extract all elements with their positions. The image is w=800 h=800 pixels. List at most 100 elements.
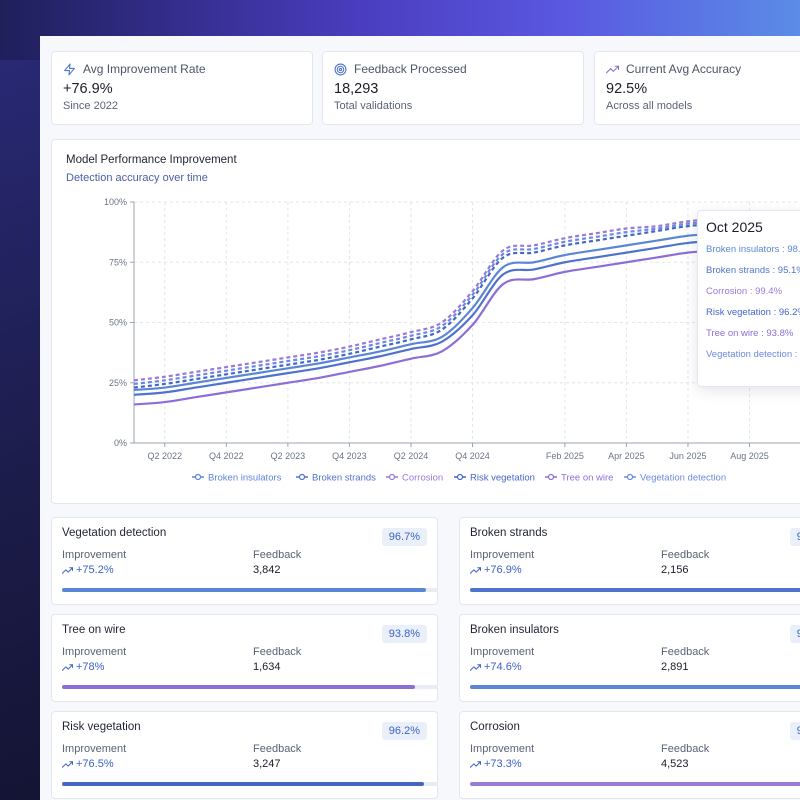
y-tick-label: 25%: [109, 378, 127, 388]
series-line: [133, 211, 800, 382]
accuracy-badge: 98.9%: [789, 625, 800, 643]
trending-up-icon: [470, 760, 481, 768]
progress-fill: [62, 588, 426, 592]
improvement-label: Improvement: [62, 646, 127, 658]
tooltip-row: Risk vegetation : 96.2%: [706, 307, 800, 318]
feedback-label: Feedback: [661, 646, 710, 658]
legend-label: Risk vegetation: [470, 473, 535, 484]
improvement-value: +75.2%: [76, 564, 114, 576]
progress-fill: [470, 782, 800, 786]
model-card[interactable]: Corrosion 99.4% Improvement +73.3% Feedback 4…: [459, 711, 800, 799]
model-card[interactable]: Broken insulators 98.9% Improvement +74.6% F…: [459, 614, 800, 702]
improvement-label: Improvement: [62, 549, 127, 561]
model-name: Corrosion: [470, 721, 520, 733]
legend-marker: [547, 473, 555, 481]
accuracy-badge: 99.4%: [789, 722, 800, 740]
series-line: [133, 213, 800, 386]
x-tick-label: Q4 2023: [332, 451, 367, 461]
feedback-value: 4,523: [661, 758, 689, 770]
stat-sub: Total validations: [334, 100, 413, 112]
dashboard-panel: Avg Improvement Rate +76.9% Since 2022 F…: [40, 36, 800, 800]
model-card[interactable]: Vegetation detection 96.7% Improvement +75.…: [51, 517, 438, 605]
y-tick-label: 100%: [104, 197, 127, 207]
improvement-value: +74.6%: [484, 661, 522, 673]
stat-value: +76.9%: [63, 81, 113, 97]
feedback-label: Feedback: [253, 646, 302, 658]
improvement-value: +78%: [76, 661, 105, 673]
stat-label: Feedback Processed: [354, 62, 467, 76]
progress-fill: [62, 782, 424, 786]
model-name: Risk vegetation: [62, 721, 141, 733]
model-name: Vegetation detection: [62, 527, 167, 539]
y-tick-label: 0%: [114, 438, 127, 448]
series-line: [133, 242, 800, 406]
tooltip-row: Broken strands : 95.1%: [706, 265, 800, 276]
model-card[interactable]: Tree on wire 93.8% Improvement +78% Feedback…: [51, 614, 438, 702]
trending-up-icon: [62, 566, 73, 574]
improvement-label: Improvement: [62, 743, 127, 755]
model-card[interactable]: Broken strands 95.1% Improvement +76.9% Feed…: [459, 517, 800, 605]
trending-up-icon: [470, 663, 481, 671]
series-line: [133, 233, 800, 396]
series-line: [133, 225, 800, 392]
stat-card-improvement: Avg Improvement Rate +76.9% Since 2022: [51, 51, 313, 125]
progress-fill: [470, 685, 800, 689]
x-tick-label: Q4 2022: [209, 451, 244, 461]
tooltip-row: Tree on wire : 93.8%: [706, 328, 794, 339]
chart-subtitle: Detection accuracy over time: [66, 172, 208, 184]
improvement-value: +76.5%: [76, 758, 114, 770]
accuracy-progress-bar: [470, 588, 800, 592]
feedback-label: Feedback: [253, 743, 302, 755]
x-tick-label: Apr 2025: [608, 451, 645, 461]
x-tick-label: Q2 2024: [394, 451, 429, 461]
model-name: Broken insulators: [470, 624, 559, 636]
improvement-label: Improvement: [470, 549, 535, 561]
stat-label: Avg Improvement Rate: [83, 62, 206, 76]
x-tick-label: Aug 2025: [730, 451, 769, 461]
accuracy-progress-bar: [470, 685, 800, 689]
accuracy-progress-bar: [470, 782, 800, 786]
x-tick-label: Q2 2022: [148, 451, 183, 461]
legend-label: Tree on wire: [561, 473, 613, 484]
legend-marker: [298, 473, 306, 481]
progress-fill: [470, 588, 800, 592]
accuracy-badge: 95.1%: [789, 528, 800, 546]
x-tick-label: Jun 2025: [669, 451, 706, 461]
improvement-label: Improvement: [470, 646, 535, 658]
accuracy-progress-bar: [62, 588, 438, 592]
improvement-value: +76.9%: [484, 564, 522, 576]
chart-tooltip: Oct 2025 Broken insulators : 98.9% Broke…: [697, 210, 800, 387]
accuracy-progress-bar: [62, 685, 438, 689]
stat-card-feedback: Feedback Processed 18,293 Total validati…: [322, 51, 584, 125]
feedback-label: Feedback: [661, 549, 710, 561]
chart-title: Model Performance Improvement: [66, 154, 237, 166]
target-icon: [334, 63, 347, 75]
y-tick-label: 75%: [109, 257, 127, 267]
legend-marker: [388, 473, 396, 481]
stat-label: Current Avg Accuracy: [626, 62, 742, 76]
trending-up-icon: [470, 566, 481, 574]
model-name: Broken strands: [470, 527, 548, 539]
x-tick-label: Q2 2023: [271, 451, 306, 461]
stat-sub: Since 2022: [63, 100, 119, 112]
legend-marker: [626, 473, 634, 481]
feedback-value: 3,842: [253, 564, 281, 576]
accuracy-badge: 96.7%: [381, 528, 427, 546]
trending-up-icon: [606, 65, 619, 73]
series-line: [133, 216, 800, 389]
tooltip-row: Vegetation detection : 96.7%: [706, 349, 800, 360]
trending-up-icon: [62, 760, 73, 768]
x-tick-label: Q4 2024: [455, 451, 490, 461]
legend-marker: [456, 473, 464, 481]
stat-card-accuracy: Current Avg Accuracy 92.5% Across all mo…: [594, 51, 800, 125]
x-tick-label: Feb 2025: [546, 451, 584, 461]
legend-label: Broken insulators: [208, 473, 282, 484]
feedback-value: 2,156: [661, 564, 689, 576]
tooltip-row: Broken insulators : 98.9%: [706, 244, 800, 255]
feedback-value: 3,247: [253, 758, 281, 770]
feedback-value: 2,891: [661, 661, 689, 673]
model-card[interactable]: Risk vegetation 96.2% Improvement +76.5% Fee…: [51, 711, 438, 799]
model-name: Tree on wire: [62, 624, 126, 636]
line-chart[interactable]: 0% 25% 50% 75% 100% Q2 2022 Q4 2022 Q2 2023 Q4 2…: [52, 140, 800, 505]
tooltip-row: Corrosion : 99.4%: [706, 286, 783, 297]
